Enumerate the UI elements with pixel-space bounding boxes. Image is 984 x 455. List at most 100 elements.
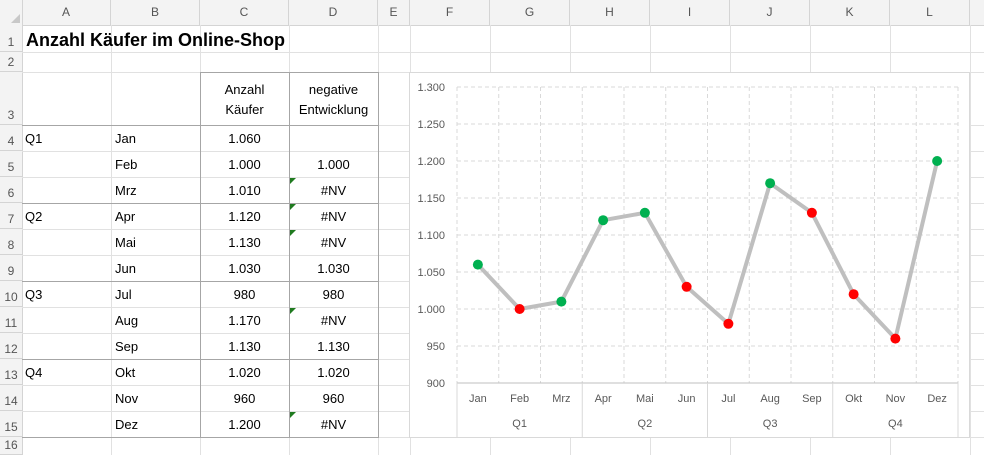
buyers-cell[interactable]: 1.120 (228, 209, 261, 224)
negative-cell[interactable]: 1.020 (317, 365, 350, 380)
row-header[interactable]: 4 (0, 125, 22, 151)
buyers-cell[interactable]: 980 (233, 287, 256, 302)
month-cell[interactable]: Apr (115, 209, 136, 224)
select-all-button[interactable] (0, 0, 23, 25)
month-cell[interactable]: Jul (115, 287, 132, 302)
column-header-i[interactable]: I (650, 0, 730, 25)
y-tick-label: 1.200 (417, 156, 445, 168)
row-header[interactable]: 7 (0, 203, 22, 229)
month-cell[interactable]: Nov (115, 391, 139, 406)
quarter-label[interactable]: Q1 (25, 131, 43, 146)
column-header-h[interactable]: H (570, 0, 650, 25)
error-indicator-icon[interactable] (290, 230, 296, 236)
buyers-cell[interactable]: 1.060 (228, 131, 261, 146)
error-indicator-icon[interactable] (290, 178, 296, 184)
negative-cell[interactable]: 960 (322, 391, 345, 406)
x-tick-label: Aug (760, 393, 780, 405)
month-cell[interactable]: Aug (115, 313, 139, 328)
row-header[interactable]: 9 (0, 255, 22, 281)
x-tick-label: Nov (886, 393, 906, 405)
month-cell[interactable]: Jan (115, 131, 136, 146)
month-cell[interactable]: Feb (115, 157, 138, 172)
series-line-segment (893, 159, 940, 341)
error-indicator-icon[interactable] (290, 308, 296, 314)
sheet-title[interactable]: Anzahl Käufer im Online-Shop (26, 30, 286, 50)
buyers-cell[interactable]: 1.130 (228, 339, 261, 354)
row-header[interactable]: 13 (0, 359, 22, 385)
month-cell[interactable]: Jun (115, 261, 136, 276)
buyers-cell[interactable]: 1.170 (228, 313, 261, 328)
month-cell[interactable]: Mai (115, 235, 136, 250)
month-cell[interactable]: Sep (115, 339, 139, 354)
row-header-bar: 1 2 3 4 5 6 7 8 9 10 11 12 13 14 15 16 (0, 25, 23, 455)
y-tick-label: 1.000 (417, 304, 445, 316)
row-header[interactable]: 14 (0, 385, 22, 411)
error-indicator-icon[interactable] (290, 412, 296, 418)
month-cell[interactable]: Dez (115, 417, 139, 432)
month-cell[interactable]: Mrz (115, 183, 137, 198)
negative-point (514, 304, 525, 314)
header-buyers-line1[interactable]: Anzahl (224, 82, 265, 97)
column-header-e[interactable]: E (378, 0, 410, 25)
row-header[interactable]: 6 (0, 177, 22, 203)
row-header[interactable]: 2 (0, 52, 22, 72)
y-tick-label: 950 (427, 341, 445, 353)
negative-cell[interactable]: #NV (320, 313, 347, 328)
row-header[interactable]: 1 (0, 25, 22, 52)
x-tick-label: Jun (678, 393, 696, 405)
x-group-label: Q1 (512, 418, 527, 430)
negative-cell[interactable]: #NV (320, 183, 347, 198)
column-header-c[interactable]: C (200, 0, 289, 25)
row-header[interactable]: 12 (0, 333, 22, 359)
x-group-label: Q2 (638, 418, 653, 430)
series-line-segment (642, 210, 689, 289)
column-header-f[interactable]: F (410, 0, 490, 25)
data-point (932, 156, 943, 166)
negative-cell[interactable]: 980 (322, 287, 345, 302)
buyers-cell[interactable]: 1.010 (228, 183, 261, 198)
negative-point (848, 289, 859, 300)
column-header-l[interactable]: L (890, 0, 970, 25)
row-header[interactable]: 11 (0, 307, 22, 333)
header-negative-line1[interactable]: negative (308, 82, 359, 97)
error-indicator-icon[interactable] (290, 204, 296, 210)
buyers-cell[interactable]: 1.030 (228, 261, 261, 276)
column-header-b[interactable]: B (111, 0, 200, 25)
column-header-g[interactable]: G (490, 0, 570, 25)
row-header[interactable]: 5 (0, 151, 22, 177)
buyers-cell[interactable]: 1.000 (228, 157, 261, 172)
x-group-label: Q3 (763, 418, 778, 430)
y-tick-label: 1.100 (417, 230, 445, 242)
header-negative-line2[interactable]: Entwicklung (298, 102, 369, 117)
negative-cell[interactable]: 1.130 (317, 339, 350, 354)
negative-cell[interactable]: #NV (320, 235, 347, 250)
column-header-a[interactable]: A (22, 0, 111, 25)
row-header[interactable]: 10 (0, 281, 22, 307)
quarter-label[interactable]: Q3 (25, 287, 43, 302)
x-tick-label: Feb (510, 393, 529, 405)
negative-cell[interactable]: 1.030 (317, 261, 350, 276)
quarter-label[interactable]: Q4 (25, 365, 43, 380)
month-cell[interactable]: Okt (115, 365, 136, 380)
buyers-cell[interactable]: 1.020 (228, 365, 261, 380)
header-buyers-line2[interactable]: Käufer (225, 102, 264, 117)
quarter-label[interactable]: Q2 (25, 209, 43, 224)
line-chart[interactable]: 900 950 1.000 1.050 1.100 1.150 1.200 1.250 1.30… (409, 72, 970, 438)
buyers-cell[interactable]: 1.130 (228, 235, 261, 250)
buyers-cell[interactable]: 1.200 (228, 417, 261, 432)
row-header[interactable]: 8 (0, 229, 22, 255)
column-header-j[interactable]: J (730, 0, 810, 25)
buyers-cell[interactable]: 960 (233, 391, 256, 406)
data-point (639, 207, 650, 218)
negative-cell[interactable]: #NV (320, 209, 347, 224)
row-header[interactable]: 3 (0, 72, 22, 125)
negative-cell[interactable]: #NV (320, 417, 347, 432)
row-header[interactable]: 15 (0, 411, 22, 437)
column-header-k[interactable]: K (810, 0, 890, 25)
data-point (598, 215, 609, 226)
row-header[interactable]: 16 (0, 437, 22, 455)
negative-cell[interactable]: 1.000 (317, 157, 350, 172)
column-header-d[interactable]: D (289, 0, 378, 25)
series-line-segment (768, 181, 814, 215)
series-line-segment (517, 299, 564, 311)
